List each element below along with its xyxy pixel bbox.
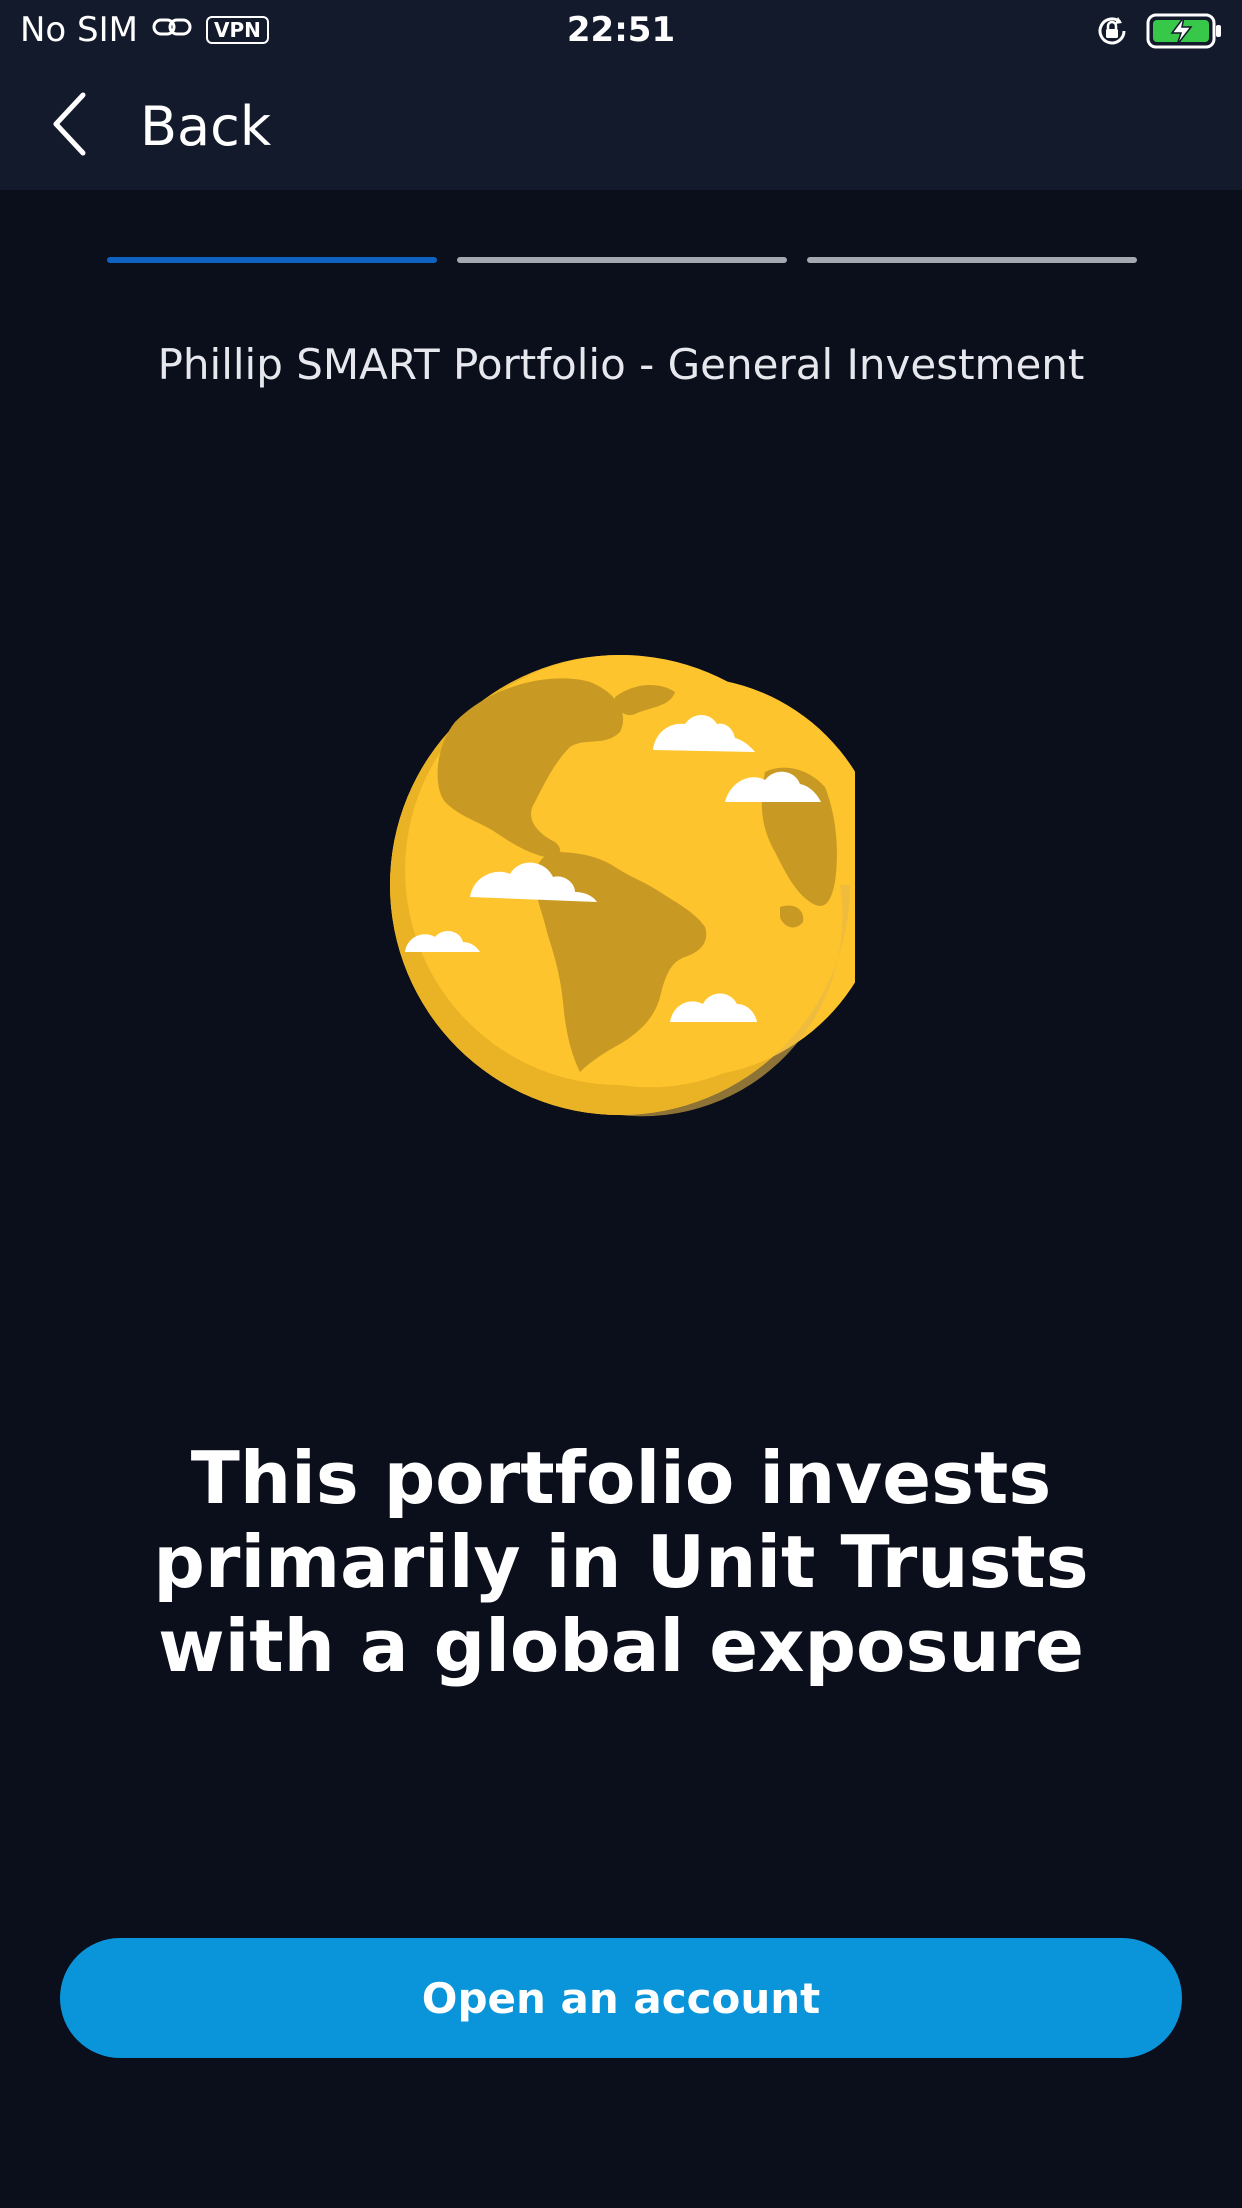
back-label: Back (140, 94, 272, 158)
back-button[interactable]: Back (50, 90, 271, 162)
battery-charging-icon (1146, 12, 1224, 54)
status-right (1094, 12, 1224, 54)
progress-step-2 (457, 257, 787, 263)
status-time: 22:51 (566, 10, 676, 50)
vpn-badge: VPN (206, 16, 269, 44)
step-progress (107, 257, 1137, 263)
link-icon (152, 10, 192, 50)
carrier-label: No SIM (20, 10, 138, 50)
portfolio-title: Phillip SMART Portfolio - General Invest… (157, 340, 1085, 389)
rotation-lock-icon (1094, 13, 1130, 53)
portfolio-description: This portfolio invests primarily in Unit… (153, 1436, 1089, 1688)
status-bar: No SIM VPN 22:51 (0, 0, 1242, 62)
status-left: No SIM VPN (20, 10, 269, 50)
progress-step-3 (807, 257, 1137, 263)
progress-step-1 (107, 257, 437, 263)
navigation-bar: Back (0, 62, 1242, 190)
chevron-left-icon (50, 91, 90, 161)
globe-icon (385, 652, 885, 1118)
open-account-button[interactable]: Open an account (60, 1938, 1182, 2058)
